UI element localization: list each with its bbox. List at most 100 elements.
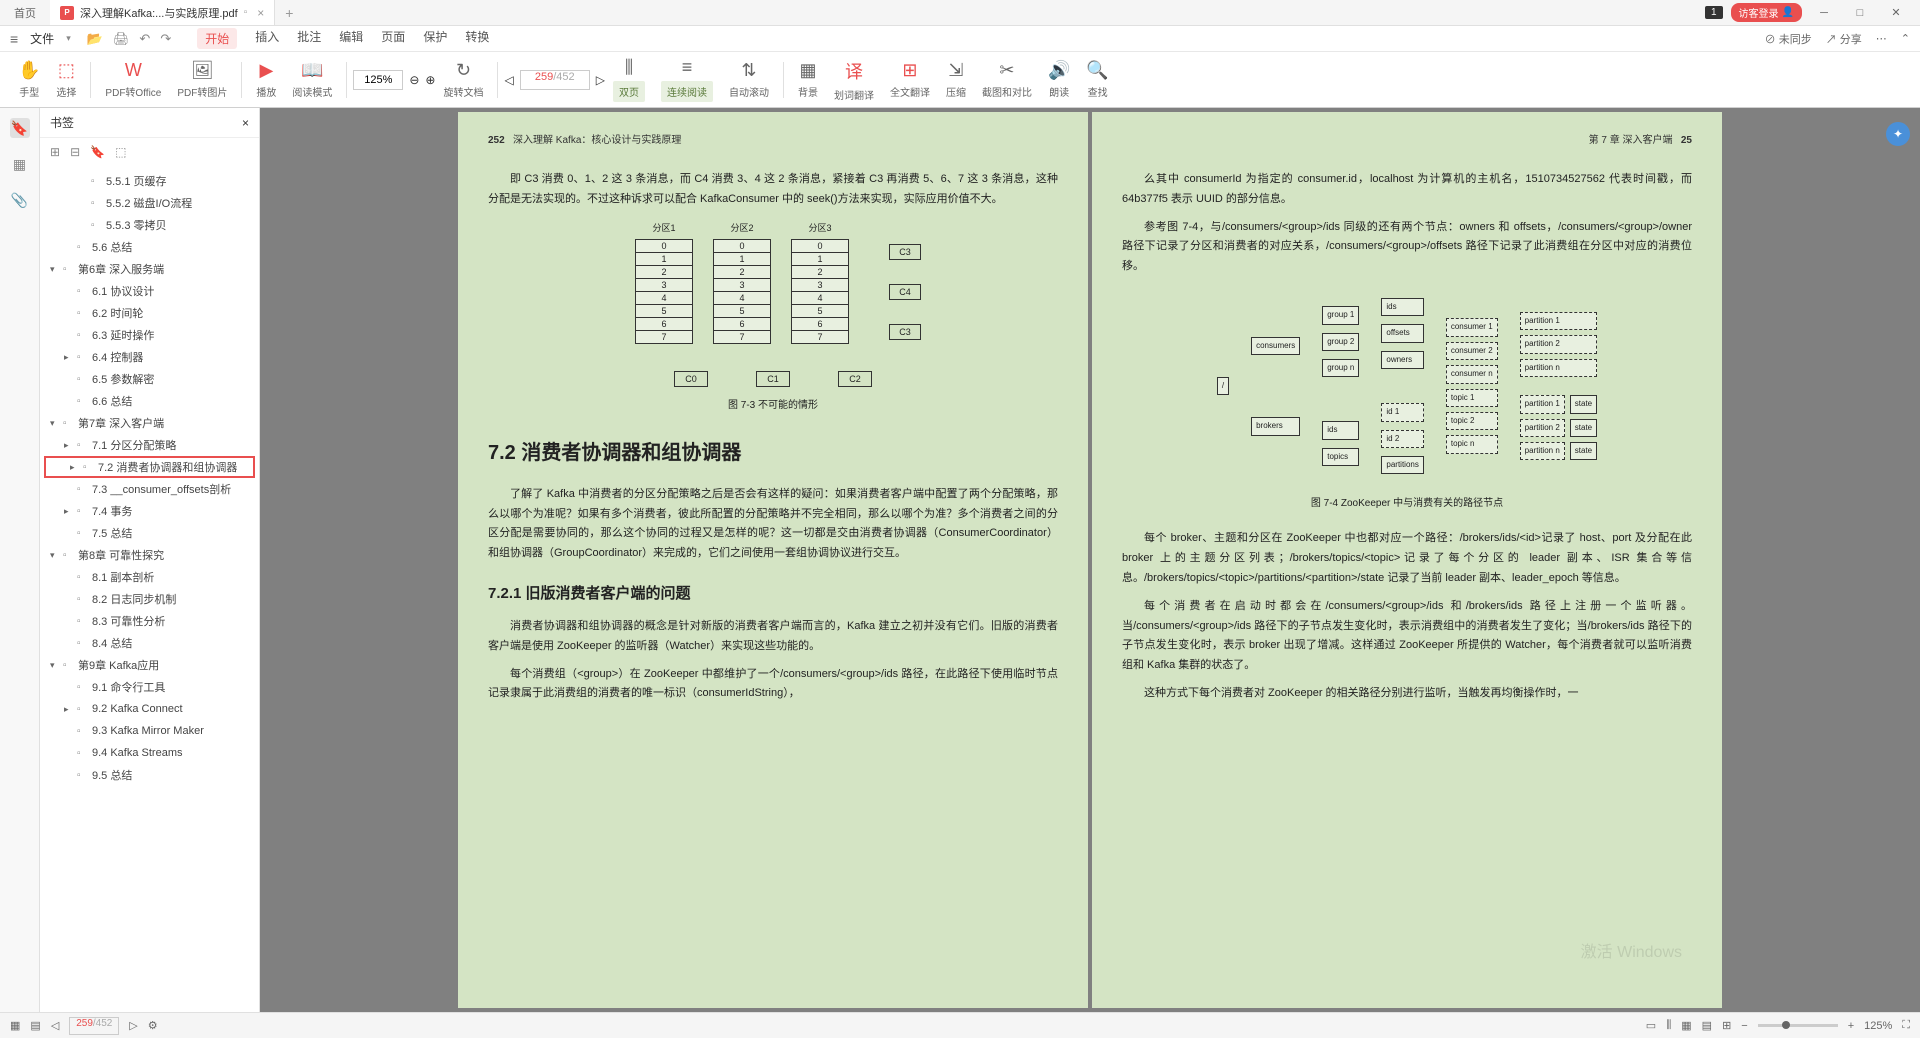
bookmark-item[interactable]: ▫7.3 __consumer_offsets剖析 xyxy=(40,478,259,500)
prev-page-icon[interactable]: ◁ xyxy=(504,73,513,87)
thumbnail-rail-icon[interactable]: ▦ xyxy=(10,154,30,174)
bookmark-item[interactable]: ▸▫6.4 控制器 xyxy=(40,346,259,368)
zoom-slider[interactable] xyxy=(1758,1024,1838,1027)
auto-scroll[interactable]: ⇅自动滚动 xyxy=(721,60,777,99)
bookmark-item[interactable]: ▸▫7.4 事务 xyxy=(40,500,259,522)
bookmark-item[interactable]: ▫9.3 Kafka Mirror Maker xyxy=(40,720,259,742)
document-tab[interactable]: P 深入理解Kafka:...与实践原理.pdf ▫ × xyxy=(50,0,275,25)
sb-view1-icon[interactable]: ▭ xyxy=(1646,1019,1656,1032)
sb-fit-icon[interactable]: ⊞ xyxy=(1722,1019,1731,1032)
tab-convert[interactable]: 转换 xyxy=(465,28,489,49)
sb-zoom-out[interactable]: − xyxy=(1741,1020,1747,1032)
crop-tool[interactable]: ✂截图和对比 xyxy=(974,60,1040,99)
zoom-in-icon[interactable]: ⊕ xyxy=(425,73,435,87)
home-tab[interactable]: 首页 xyxy=(0,0,50,25)
floating-tool-icon[interactable]: ✦ xyxy=(1886,122,1910,146)
background-tool[interactable]: ▦背景 xyxy=(790,60,826,99)
find-tool[interactable]: 🔍查找 xyxy=(1078,60,1116,99)
tab-annotate[interactable]: 批注 xyxy=(297,28,321,49)
bookmark-item[interactable]: ▫6.3 延时操作 xyxy=(40,324,259,346)
share-button[interactable]: ↗ 分享 xyxy=(1826,31,1862,47)
sb-grid-icon[interactable]: ▦ xyxy=(10,1019,20,1032)
close-button[interactable]: ✕ xyxy=(1882,6,1910,19)
tab-page[interactable]: 页面 xyxy=(381,28,405,49)
bookmark-item[interactable]: ▸▫7.1 分区分配策略 xyxy=(40,434,259,456)
double-page-tool[interactable]: ⫼双页 xyxy=(605,57,653,102)
bm-tool-4[interactable]: ⬚ xyxy=(115,145,126,159)
zoom-input[interactable] xyxy=(353,70,403,90)
bookmark-item[interactable]: ▫5.5.2 磁盘I/O流程 xyxy=(40,192,259,214)
rotate-tool[interactable]: ↻旋转文档 xyxy=(435,60,491,99)
bookmark-item[interactable]: ▾▫第6章 深入服务端 xyxy=(40,258,259,280)
bookmark-item[interactable]: ▫8.4 总结 xyxy=(40,632,259,654)
print-icon[interactable]: 🖨 xyxy=(113,31,130,47)
bookmark-item[interactable]: ▫5.5.3 零拷贝 xyxy=(40,214,259,236)
bookmark-item[interactable]: ▫7.5 总结 xyxy=(40,522,259,544)
tab-edit[interactable]: 编辑 xyxy=(339,28,363,49)
pdf-to-image[interactable]: 🖼PDF转图片 xyxy=(169,60,235,99)
bookmark-item[interactable]: ▾▫第9章 Kafka应用 xyxy=(40,654,259,676)
document-viewport[interactable]: 252 深入理解 Kafka：核心设计与实践原理 即 C3 消费 0、1、2 这… xyxy=(260,108,1920,1012)
file-menu[interactable]: 文件 xyxy=(30,30,54,47)
tab-protect[interactable]: 保护 xyxy=(423,28,447,49)
bookmark-item[interactable]: ▫6.6 总结 xyxy=(40,390,259,412)
next-page-icon[interactable]: ▷ xyxy=(596,73,605,87)
bookmark-item[interactable]: ▸▫7.2 消费者协调器和组协调器 xyxy=(44,456,255,478)
maximize-button[interactable]: □ xyxy=(1846,7,1874,19)
sb-zoom-in[interactable]: + xyxy=(1848,1020,1854,1032)
bookmark-item[interactable]: ▾▫第7章 深入客户端 xyxy=(40,412,259,434)
bookmark-item[interactable]: ▫9.1 命令行工具 xyxy=(40,676,259,698)
sb-fullscreen-icon[interactable]: ⛶ xyxy=(1902,1019,1910,1032)
sb-page-icon[interactable]: ▤ xyxy=(30,1019,40,1032)
undo-icon[interactable]: ↶ xyxy=(139,31,150,47)
bm-tool-2[interactable]: ⊟ xyxy=(70,145,80,159)
play-tool[interactable]: ▶播放 xyxy=(248,60,284,99)
sb-page-input[interactable]: 259/452 xyxy=(69,1017,119,1035)
sb-settings-icon[interactable]: ⚙ xyxy=(148,1019,158,1032)
bookmark-item[interactable]: ▫6.5 参数解密 xyxy=(40,368,259,390)
select-translate[interactable]: 译划词翻译 xyxy=(826,58,882,102)
hamburger-icon[interactable]: ≡ xyxy=(10,31,18,47)
bm-tool-3[interactable]: 🔖 xyxy=(90,145,105,159)
hand-tool[interactable]: ✋手型 xyxy=(10,60,48,99)
sb-view3-icon[interactable]: ▦ xyxy=(1681,1019,1691,1032)
tab-start[interactable]: 开始 xyxy=(197,28,237,49)
bookmark-item[interactable]: ▾▫第8章 可靠性探究 xyxy=(40,544,259,566)
guest-login-button[interactable]: 访客登录 👤 xyxy=(1731,3,1802,22)
bm-tool-1[interactable]: ⊞ xyxy=(50,145,60,159)
add-tab-button[interactable]: + xyxy=(275,5,303,21)
pdf-to-office[interactable]: WPDF转Office xyxy=(97,60,169,99)
open-icon[interactable]: 📂 xyxy=(87,31,103,47)
bookmark-item[interactable]: ▫5.6 总结 xyxy=(40,236,259,258)
bookmark-item[interactable]: ▸▫9.2 Kafka Connect xyxy=(40,698,259,720)
notification-badge[interactable]: 1 xyxy=(1705,6,1723,19)
close-tab-icon[interactable]: × xyxy=(257,6,264,20)
bookmark-item[interactable]: ▫8.2 日志同步机制 xyxy=(40,588,259,610)
sb-next-icon[interactable]: ▷ xyxy=(129,1019,137,1032)
bookmark-item[interactable]: ▫6.1 协议设计 xyxy=(40,280,259,302)
collapse-ribbon-icon[interactable]: ⌃ xyxy=(1901,32,1910,45)
bookmark-item[interactable]: ▫8.3 可靠性分析 xyxy=(40,610,259,632)
file-dropdown-icon[interactable]: ▾ xyxy=(66,33,71,44)
select-tool[interactable]: ⬚选择 xyxy=(48,60,84,99)
zoom-out-icon[interactable]: ⊖ xyxy=(409,73,419,87)
sb-prev-icon[interactable]: ◁ xyxy=(51,1019,59,1032)
tab-insert[interactable]: 插入 xyxy=(255,28,279,49)
continuous-read[interactable]: ≡连续阅读 xyxy=(653,57,721,102)
sb-view4-icon[interactable]: ▤ xyxy=(1702,1019,1712,1032)
sb-view2-icon[interactable]: ⫼ xyxy=(1666,1019,1671,1032)
page-input[interactable]: 259/452 xyxy=(520,70,590,90)
bookmark-item[interactable]: ▫5.5.1 页缓存 xyxy=(40,170,259,192)
bookmark-item[interactable]: ▫9.5 总结 xyxy=(40,764,259,786)
minimize-button[interactable]: ─ xyxy=(1810,7,1838,19)
bookmark-item[interactable]: ▫6.2 时间轮 xyxy=(40,302,259,324)
sync-status[interactable]: ⊘ 未同步 xyxy=(1765,31,1812,47)
redo-icon[interactable]: ↷ xyxy=(160,31,171,47)
read-mode[interactable]: 📖阅读模式 xyxy=(284,60,340,99)
bookmark-rail-icon[interactable]: 🔖 xyxy=(10,118,30,138)
close-panel-icon[interactable]: × xyxy=(242,116,249,130)
full-translate[interactable]: ⊞全文翻译 xyxy=(882,60,938,99)
bookmark-item[interactable]: ▫8.1 副本剖析 xyxy=(40,566,259,588)
compress-tool[interactable]: ⇲压缩 xyxy=(938,60,974,99)
tab-menu-icon[interactable]: ▫ xyxy=(244,7,248,18)
